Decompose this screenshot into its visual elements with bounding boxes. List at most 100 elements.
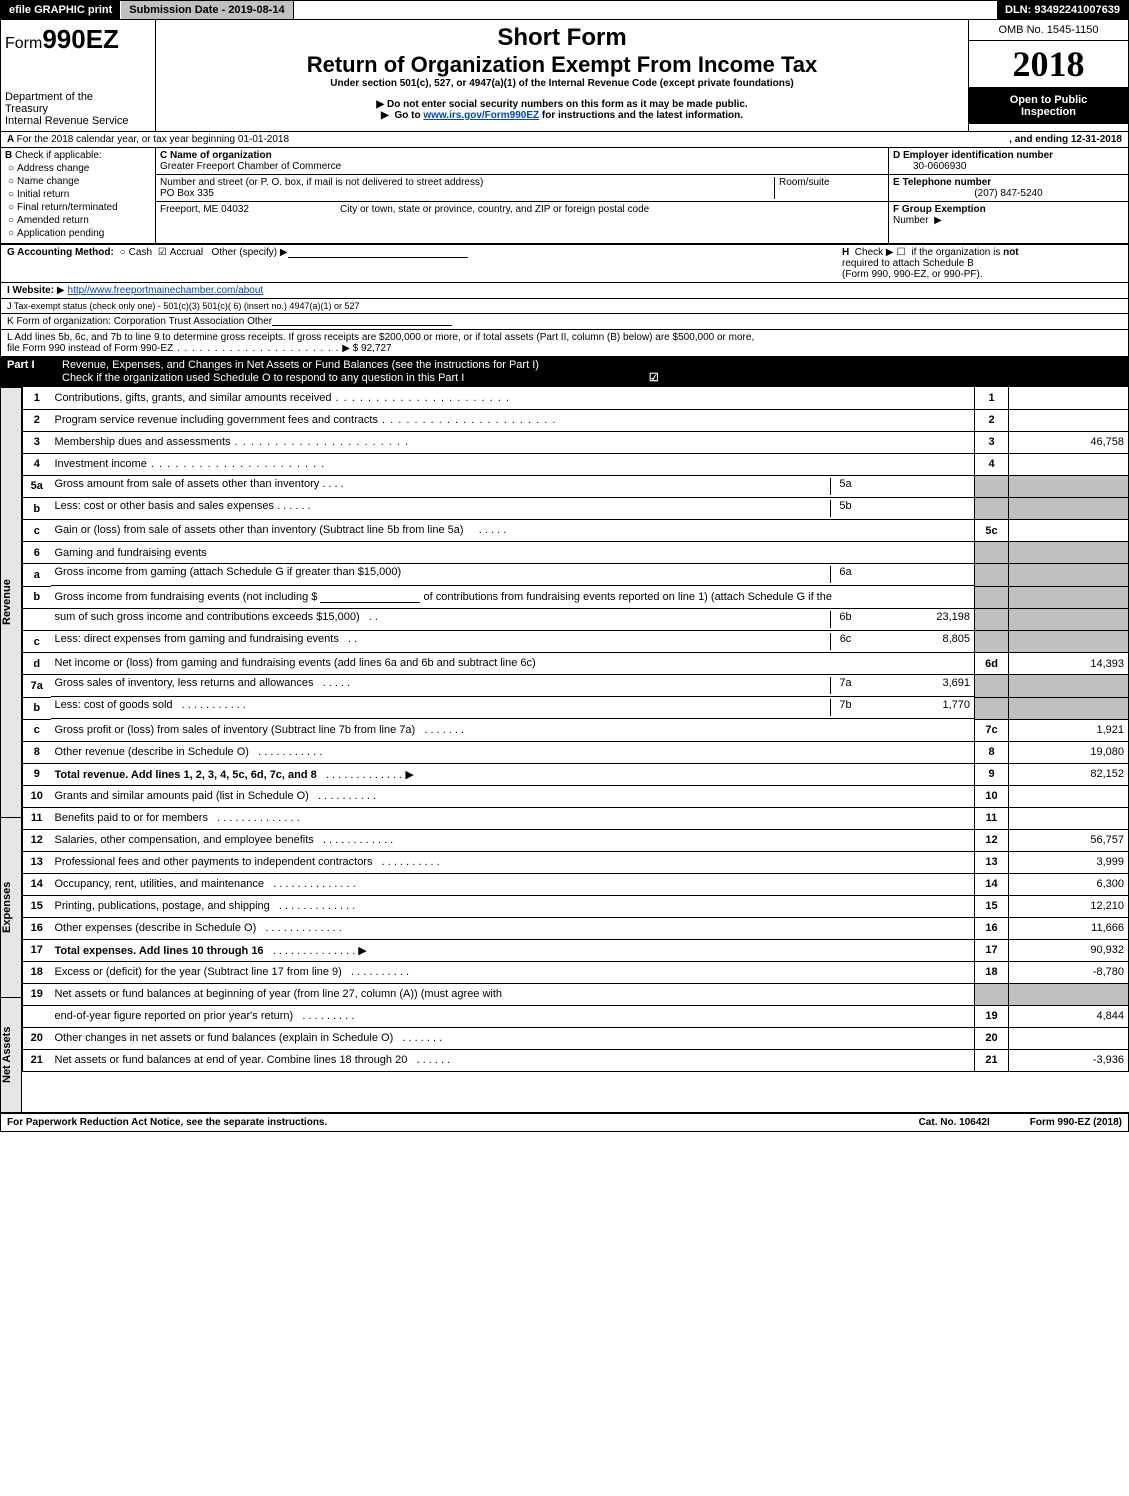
footer-left: For Paperwork Reduction Act Notice, see … bbox=[7, 1117, 919, 1128]
line-7a: 7aGross sales of inventory, less returns… bbox=[23, 675, 1129, 698]
check-name-change[interactable]: Name change bbox=[5, 176, 151, 187]
page-footer: For Paperwork Reduction Act Notice, see … bbox=[0, 1112, 1129, 1132]
dept-line1: Department of the bbox=[5, 91, 151, 103]
line-14: 14Occupancy, rent, utilities, and mainte… bbox=[23, 873, 1129, 895]
line-15: 15Printing, publications, postage, and s… bbox=[23, 895, 1129, 917]
checkbox-icon[interactable] bbox=[155, 247, 170, 258]
info-block: B Check if applicable: Address change Na… bbox=[0, 148, 1129, 245]
line-20: 20Other changes in net assets or fund ba… bbox=[23, 1027, 1129, 1049]
org-name-row: C Name of organization Greater Freeport … bbox=[156, 148, 888, 175]
do-not-enter: Do not enter social security numbers on … bbox=[160, 99, 964, 110]
line-6c: cLess: direct expenses from gaming and f… bbox=[23, 631, 1129, 653]
radio-icon bbox=[5, 163, 17, 174]
part-label: Part I bbox=[7, 359, 62, 384]
goto-line: Go to www.irs.gov/Form990EZ for instruct… bbox=[160, 110, 964, 121]
check-final-return[interactable]: Final return/terminated bbox=[5, 202, 151, 213]
open-to-public: Open to PublicInspection bbox=[969, 88, 1128, 124]
top-bar: efile GRAPHIC print Submission Date - 20… bbox=[0, 0, 1129, 20]
revenue-tab: Revenue bbox=[0, 387, 22, 817]
goto-prefix: Go to bbox=[394, 110, 423, 121]
section-b: B Check if applicable: Address change Na… bbox=[1, 148, 156, 243]
return-title: Return of Organization Exempt From Incom… bbox=[160, 52, 964, 78]
line-19b: end-of-year figure reported on prior yea… bbox=[23, 1005, 1129, 1027]
section-def: D Employer identification number 30-0606… bbox=[888, 148, 1128, 243]
line-6: 6Gaming and fundraising events bbox=[23, 542, 1129, 564]
line-3: 3Membership dues and assessments346,758 bbox=[23, 431, 1129, 453]
section-c: C Name of organization Greater Freeport … bbox=[156, 148, 888, 243]
radio-icon bbox=[5, 176, 17, 187]
under-section: Under section 501(c), 527, or 4947(a)(1)… bbox=[160, 78, 964, 89]
line-j: J Tax-exempt status (check only one) - 5… bbox=[0, 299, 1129, 314]
line-1: 1Contributions, gifts, grants, and simil… bbox=[23, 387, 1129, 409]
check-amended-return[interactable]: Amended return bbox=[5, 215, 151, 226]
topbar-spacer bbox=[294, 1, 997, 19]
triangle-icon bbox=[381, 110, 392, 121]
netassets-tab: Net Assets bbox=[0, 997, 22, 1112]
line-4: 4Investment income4 bbox=[23, 453, 1129, 475]
line-k: K Form of organization: Corporation Trus… bbox=[0, 314, 1129, 330]
line-l: L Add lines 5b, 6c, and 7b to line 9 to … bbox=[0, 330, 1129, 356]
dln: DLN: 93492241007639 bbox=[997, 1, 1128, 19]
radio-icon[interactable] bbox=[117, 247, 129, 258]
dept-line2: Treasury bbox=[5, 103, 151, 115]
line-21: 21Net assets or fund balances at end of … bbox=[23, 1049, 1129, 1071]
tax-year: 2018 bbox=[969, 41, 1128, 88]
footer-mid: Cat. No. 10642I bbox=[919, 1117, 990, 1128]
check-initial-return[interactable]: Initial return bbox=[5, 189, 151, 200]
room-suite: Room/suite bbox=[774, 177, 884, 199]
line-g-h: G Accounting Method: Cash Accrual Other … bbox=[0, 245, 1129, 283]
checkbox-icon bbox=[646, 372, 662, 384]
check-application-pending[interactable]: Application pending bbox=[5, 228, 151, 239]
section-d: D Employer identification number 30-0606… bbox=[889, 148, 1128, 175]
triangle-icon bbox=[57, 285, 68, 296]
line-5a: 5aGross amount from sale of assets other… bbox=[23, 475, 1129, 498]
section-g: G Accounting Method: Cash Accrual Other … bbox=[7, 247, 468, 280]
header-mid: Short Form Return of Organization Exempt… bbox=[156, 20, 968, 131]
org-name: Greater Freeport Chamber of Commerce bbox=[160, 161, 884, 172]
check-address-change[interactable]: Address change bbox=[5, 163, 151, 174]
part-sub: Check if the organization used Schedule … bbox=[62, 372, 464, 384]
radio-icon bbox=[5, 215, 17, 226]
form-header: Form990EZ Department of the Treasury Int… bbox=[0, 20, 1129, 132]
submission-date: Submission Date - 2019-08-14 bbox=[121, 1, 293, 19]
line-13: 13Professional fees and other payments t… bbox=[23, 851, 1129, 873]
line-a: A For the 2018 calendar year, or tax yea… bbox=[0, 132, 1129, 148]
line-16: 16Other expenses (describe in Schedule O… bbox=[23, 917, 1129, 939]
section-f: F Group Exemption Number ▶ bbox=[889, 202, 1128, 228]
line-9: 9Total revenue. Add lines 1, 2, 3, 4, 5c… bbox=[23, 763, 1129, 785]
line-17: 17Total expenses. Add lines 10 through 1… bbox=[23, 939, 1129, 961]
header-left: Form990EZ Department of the Treasury Int… bbox=[1, 20, 156, 131]
line-2: 2Program service revenue including gover… bbox=[23, 409, 1129, 431]
line-6b: bGross income from fundraising events (n… bbox=[23, 586, 1129, 608]
section-e: E Telephone number (207) 847-5240 bbox=[889, 175, 1128, 202]
part-i-header: Part I Revenue, Expenses, and Changes in… bbox=[0, 356, 1129, 387]
line-8: 8Other revenue (describe in Schedule O) … bbox=[23, 741, 1129, 763]
line-18: 18Excess or (deficit) for the year (Subt… bbox=[23, 961, 1129, 983]
short-form-title: Short Form bbox=[160, 24, 964, 52]
telephone: (207) 847-5240 bbox=[893, 188, 1124, 199]
line-19a: 19Net assets or fund balances at beginni… bbox=[23, 983, 1129, 1005]
city-label: City or town, state or province, country… bbox=[320, 204, 884, 215]
line-12: 12Salaries, other compensation, and empl… bbox=[23, 829, 1129, 851]
street-row: Number and street (or P. O. box, if mail… bbox=[156, 175, 888, 202]
radio-icon bbox=[5, 189, 17, 200]
irs-link[interactable]: www.irs.gov/Form990EZ bbox=[423, 110, 539, 121]
omb-number: OMB No. 1545-1150 bbox=[969, 20, 1128, 41]
line-6d: dNet income or (loss) from gaming and fu… bbox=[23, 653, 1129, 675]
header-right: OMB No. 1545-1150 2018 Open to PublicIns… bbox=[968, 20, 1128, 131]
expenses-tab: Expenses bbox=[0, 817, 22, 997]
checkbox-icon[interactable] bbox=[894, 247, 909, 258]
line-5b: bLess: cost or other basis and sales exp… bbox=[23, 498, 1129, 520]
efile-print-button[interactable]: efile GRAPHIC print bbox=[1, 1, 121, 19]
triangle-icon bbox=[376, 99, 387, 110]
part-i-body: Revenue Expenses Net Assets 1Contributio… bbox=[0, 387, 1129, 1112]
radio-icon bbox=[5, 202, 17, 213]
website-link[interactable]: http//www.freeportmainechamber.com/about bbox=[68, 285, 264, 296]
line-6b-sum: sum of such gross income and contributio… bbox=[23, 608, 1129, 631]
form-number: Form990EZ bbox=[5, 24, 151, 55]
form-990ez: 990EZ bbox=[42, 24, 119, 54]
line-11: 11Benefits paid to or for members . . . … bbox=[23, 807, 1129, 829]
section-h: H Check ▶ if the organization is not req… bbox=[842, 247, 1122, 280]
line-i: I Website: http//www.freeportmainechambe… bbox=[0, 283, 1129, 299]
lines-table: 1Contributions, gifts, grants, and simil… bbox=[22, 387, 1129, 1072]
